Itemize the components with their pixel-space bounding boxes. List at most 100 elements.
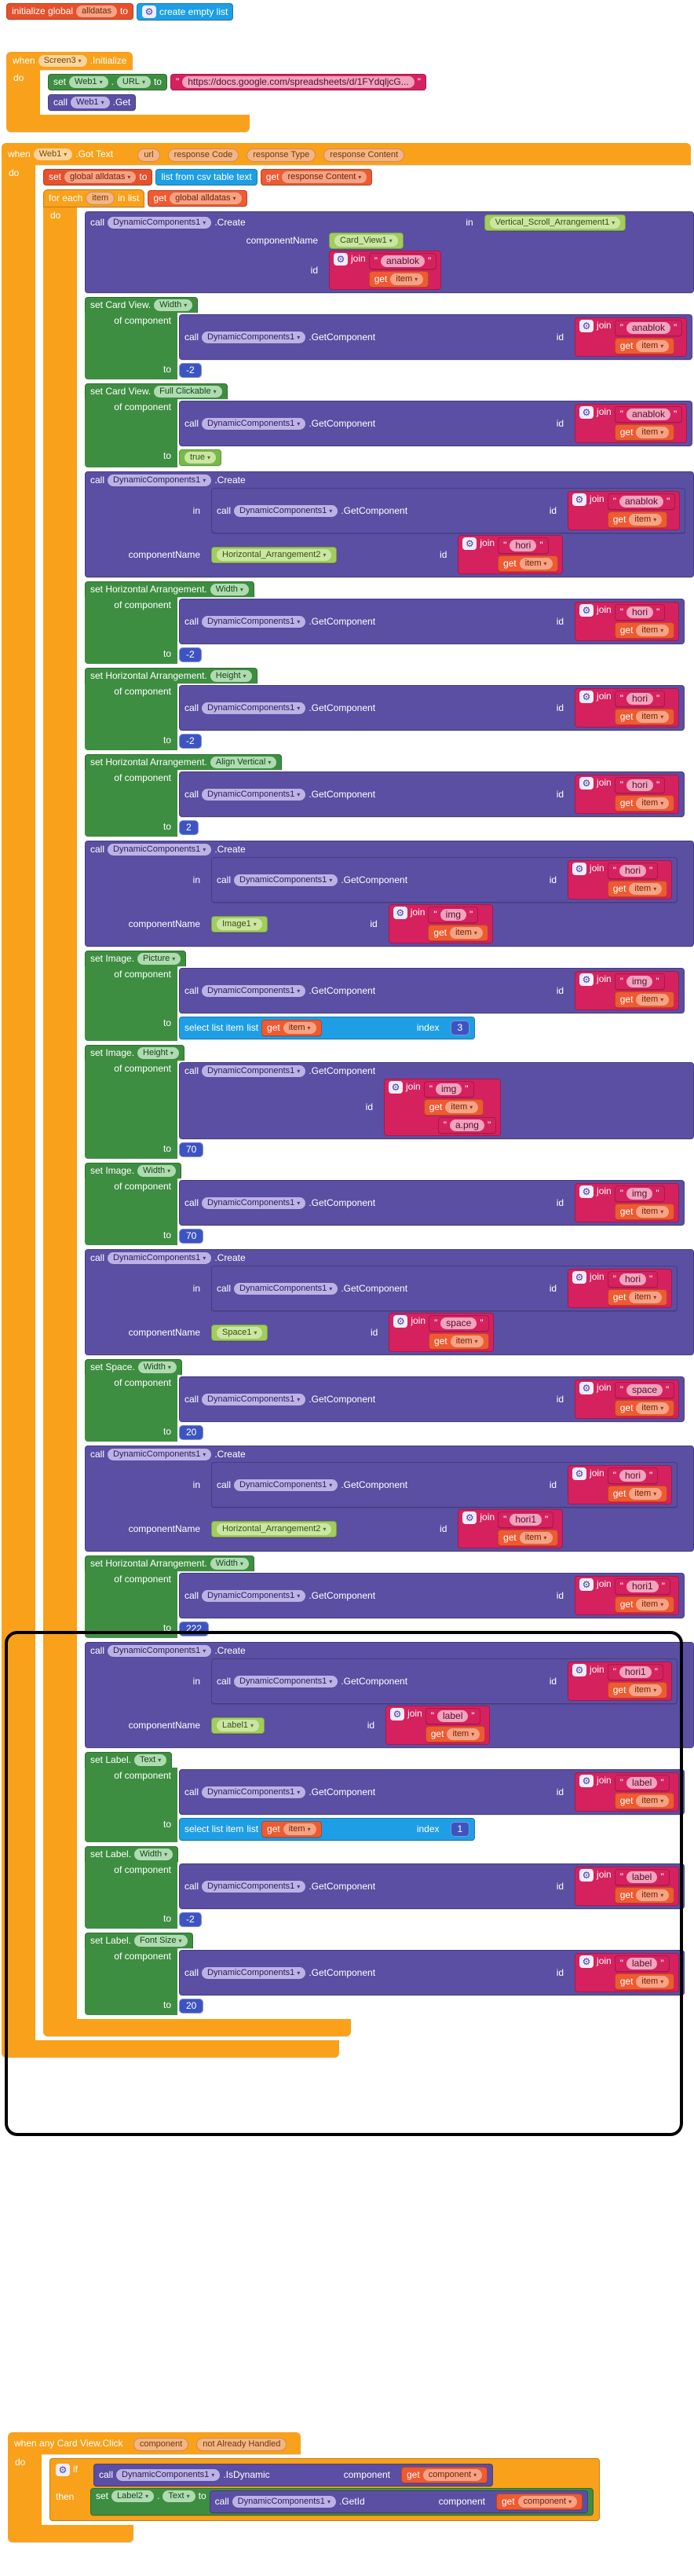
join-block[interactable]: ⚙ join " space " get item ▾ — [575, 1380, 680, 1419]
get-item-block[interactable]: get item ▾ — [261, 1821, 322, 1838]
join-block[interactable]: ⚙ join " hori " get item ▾ — [575, 775, 680, 814]
string-field[interactable]: hori — [626, 779, 653, 791]
string-field[interactable]: hori1 — [510, 1514, 542, 1526]
property-dropdown[interactable]: Align Vertical ▾ — [210, 757, 277, 768]
get-item-block[interactable]: get item ▾ — [607, 881, 668, 897]
getcomponent-call-block[interactable]: call DynamicComponents1 ▾ .GetComponent id ⚙ j… — [211, 1658, 678, 1704]
get-component-block[interactable]: get component ▾ — [401, 2467, 488, 2483]
initialize-global-alldatas-block[interactable]: initialize global alldatas to ⚙ create e… — [6, 3, 234, 20]
select-list-item-block[interactable]: select list item list get item ▾ index 1 — [179, 1818, 476, 1841]
join-block[interactable]: ⚙ join " label " get item ▾ — [575, 1867, 680, 1906]
text-string-block[interactable]: " hori " — [614, 777, 666, 793]
number-block[interactable]: 20 — [179, 1425, 204, 1440]
response-content-dropdown[interactable]: response Content ▾ — [282, 171, 367, 183]
get-item-block[interactable]: get item ▾ — [261, 1020, 322, 1036]
when-any-cardview-click-block[interactable]: when any Card View.Click component not A… — [8, 2432, 601, 2542]
string-field[interactable]: space — [440, 1317, 477, 1329]
component-selector-block[interactable]: Image1 ▾ — [211, 915, 268, 933]
mutator-gear-icon[interactable]: ⚙ — [579, 406, 594, 419]
set-set-image-picture-block[interactable]: set Image. Picture ▾ of component call Dynami… — [85, 951, 685, 1041]
component-dropdown[interactable]: Space1 ▾ — [217, 1326, 263, 1339]
join-block[interactable]: ⚙ join " img " get item ▾ " a.png " — [384, 1079, 502, 1136]
component-dropdown[interactable]: Vertical_Scroll_Arrangement1 ▾ — [489, 217, 621, 229]
get-global-alldatas-block[interactable]: get global alldatas ▾ — [148, 190, 247, 207]
dynamiccomponents-dropdown[interactable]: DynamicComponents1 ▾ — [234, 874, 338, 886]
variable-dropdown[interactable]: item ▾ — [629, 1684, 663, 1696]
dynamiccomponents-dropdown[interactable]: DynamicComponents1 ▾ — [108, 844, 212, 856]
select-list-item-block[interactable]: select list item list get item ▾ index 3 — [179, 1017, 476, 1039]
get-item-block[interactable]: get item ▾ — [614, 338, 675, 354]
set-set-label-text-block[interactable]: set Label. Text ▾ of component call DynamicCo… — [85, 1752, 685, 1842]
variable-dropdown[interactable]: item ▾ — [636, 1599, 670, 1610]
join-block[interactable]: ⚙ join " img " get item ▾ — [575, 971, 680, 1010]
variable-name-field[interactable]: alldatas — [76, 5, 117, 17]
property-dropdown[interactable]: Width ▾ — [210, 584, 249, 595]
text-string-block[interactable]: " space " — [429, 1315, 489, 1332]
component-selector-block[interactable]: Space1 ▾ — [211, 1324, 268, 1341]
variable-dropdown[interactable]: item ▾ — [450, 927, 483, 939]
text-string-block[interactable]: " space " — [614, 1382, 675, 1398]
component-selector-block[interactable]: Label1 ▾ — [211, 1717, 265, 1734]
property-dropdown[interactable]: Width ▾ — [154, 299, 193, 311]
get-component-block[interactable]: get component ▾ — [495, 2494, 583, 2510]
param-response-type-badge[interactable]: response Type — [247, 148, 316, 162]
mutator-gear-icon[interactable]: ⚙ — [579, 1578, 594, 1591]
get-item-block[interactable]: get item ▾ — [607, 1682, 668, 1698]
text-string-block[interactable]: " hori " — [498, 537, 549, 554]
text-string-block[interactable]: " hori1 " — [607, 1664, 663, 1680]
string-field[interactable]: anablok — [380, 255, 425, 267]
join-block[interactable]: ⚙ join " img " get item ▾ — [575, 1183, 680, 1222]
mutator-gear-icon[interactable]: ⚙ — [579, 973, 594, 986]
join-block[interactable]: ⚙ join " anablok " get item ▾ — [329, 251, 442, 290]
string-field[interactable]: img — [626, 976, 653, 988]
create-horizontal-arrangement2-block[interactable]: call DynamicComponents1 ▾ .Create in call Dyna… — [85, 1446, 694, 1552]
component-dropdown[interactable]: Label1 ▾ — [217, 1719, 260, 1731]
dynamiccomponents-dropdown[interactable]: DynamicComponents1 ▾ — [108, 1252, 212, 1264]
get-item-block[interactable]: get item ▾ — [614, 622, 675, 639]
global-alldatas-dropdown[interactable]: global alldatas ▾ — [64, 171, 137, 183]
if-block[interactable]: ⚙ if call DynamicComponents1 ▾ .IsDynamic… — [49, 2458, 601, 2521]
text-string-block[interactable]: " anablok " — [607, 493, 676, 510]
number-block[interactable]: -2 — [179, 734, 202, 749]
text-string-block[interactable]: " a.png " — [437, 1117, 497, 1134]
dynamiccomponents-dropdown[interactable]: DynamicComponents1 ▾ — [234, 1282, 338, 1295]
get-item-block[interactable]: get item ▾ — [607, 1486, 668, 1502]
variable-dropdown[interactable]: item ▾ — [636, 711, 670, 723]
logic-true-block[interactable]: true ▾ — [179, 449, 221, 466]
get-item-block[interactable]: get item ▾ — [607, 1289, 668, 1306]
create-space1-block[interactable]: call DynamicComponents1 ▾ .Create in call Dyna… — [85, 1249, 694, 1355]
dynamiccomponents-dropdown[interactable]: DynamicComponents1 ▾ — [202, 1393, 306, 1405]
join-block[interactable]: ⚙ join " hori " get item ▾ — [568, 860, 673, 900]
component-dropdown[interactable]: Image1 ▾ — [217, 918, 262, 930]
mutator-gear-icon[interactable]: ⚙ — [579, 1775, 594, 1787]
string-field[interactable]: hori — [619, 865, 646, 877]
getid-call-block[interactable]: call DynamicComponents1 ▾ .GetId componen… — [209, 2490, 589, 2513]
get-item-block[interactable]: get item ▾ — [614, 424, 675, 441]
text-string-block[interactable]: " anablok " — [614, 320, 683, 336]
mutator-gear-icon[interactable]: ⚙ — [579, 1185, 594, 1198]
mutator-gear-icon[interactable]: ⚙ — [334, 253, 348, 266]
variable-dropdown[interactable]: item ▾ — [447, 1728, 480, 1740]
mutator-gear-icon[interactable]: ⚙ — [579, 691, 594, 703]
mutator-gear-icon[interactable]: ⚙ — [393, 907, 407, 919]
dynamiccomponents-dropdown[interactable]: DynamicComponents1 ▾ — [202, 1880, 306, 1893]
mutator-gear-icon[interactable]: ⚙ — [462, 1512, 477, 1524]
global-alldatas-dropdown[interactable]: global alldatas ▾ — [170, 192, 242, 204]
get-response-content-block[interactable]: get response Content ▾ — [260, 169, 373, 185]
create-label1-block[interactable]: call DynamicComponents1 ▾ .Create in call Dyna… — [85, 1642, 694, 1748]
string-field[interactable]: label — [437, 1710, 469, 1722]
variable-dropdown[interactable]: item ▾ — [629, 883, 663, 895]
variable-dropdown[interactable]: item ▾ — [636, 797, 670, 809]
set-set-image-height-block[interactable]: set Image. Height ▾ of component call Dynamic… — [85, 1045, 694, 1159]
dynamiccomponents-dropdown[interactable]: DynamicComponents1 ▾ — [202, 984, 306, 997]
string-field[interactable]: anablok — [626, 409, 671, 420]
getcomponent-call-block[interactable]: call DynamicComponents1 ▾ .GetComponent id ⚙ j… — [211, 857, 678, 903]
isdynamic-call-block[interactable]: call DynamicComponents1 ▾ .IsDynamic comp… — [93, 2464, 494, 2486]
text-property-dropdown[interactable]: Text ▾ — [163, 2490, 195, 2502]
event-header[interactable]: when Screen3 ▾ .Initialize — [6, 52, 133, 70]
property-dropdown[interactable]: Font Size ▾ — [134, 1935, 188, 1947]
for-each-loop-block[interactable]: for each item in list get global alldata… — [43, 189, 694, 2036]
set-set-image-width-block[interactable]: set Image. Width ▾ of component call DynamicC… — [85, 1163, 685, 1245]
url-property-dropdown[interactable]: URL ▾ — [116, 76, 151, 88]
getcomponent-call-block[interactable]: call DynamicComponents1 ▾ .GetComponent id ⚙ j… — [179, 1863, 685, 1909]
